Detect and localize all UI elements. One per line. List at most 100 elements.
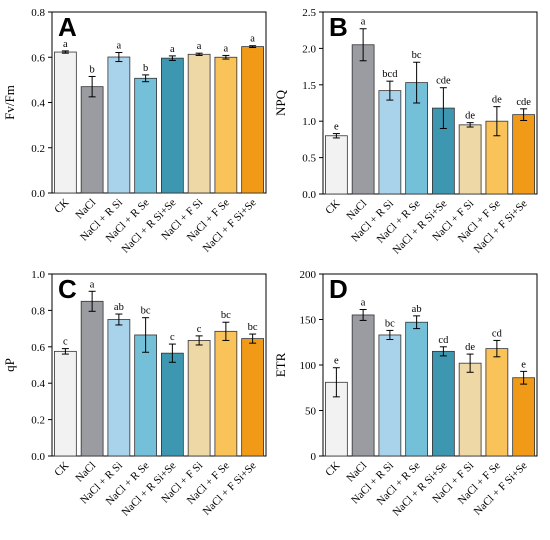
y-tick-label: 0.8 — [31, 305, 45, 317]
bar — [241, 338, 264, 457]
y-axis-label: NPQ — [273, 89, 288, 116]
y-axis-label: Fv/Fm — [2, 85, 17, 120]
panel-letter: B — [329, 12, 348, 42]
bar — [378, 90, 402, 195]
axes-frame — [51, 273, 267, 457]
significance-letter: bc — [385, 318, 395, 329]
y-tick-label: 0.4 — [31, 98, 45, 110]
significance-letter: bcd — [382, 69, 398, 80]
bar — [161, 57, 184, 194]
bar — [512, 377, 535, 457]
bar — [161, 352, 184, 457]
y-tick-label: 150 — [300, 315, 317, 327]
bar — [80, 300, 104, 457]
y-tick-label: 100 — [300, 360, 317, 372]
significance-letter: bc — [412, 50, 422, 61]
bar — [432, 350, 455, 457]
bar — [107, 319, 131, 457]
significance-letter: e — [334, 122, 339, 133]
significance-letter: bc — [141, 306, 151, 317]
bar — [187, 340, 211, 457]
y-tick-label: 0.2 — [31, 143, 45, 155]
significance-letter: a — [197, 41, 202, 52]
y-tick-label: 0.0 — [31, 188, 45, 200]
bar — [54, 51, 77, 194]
panel-letter: C — [58, 274, 77, 304]
y-tick-label: 2.0 — [302, 43, 316, 55]
bar — [54, 350, 77, 457]
significance-letter: ab — [114, 302, 124, 313]
bar — [485, 348, 509, 457]
bar — [80, 86, 104, 194]
bar — [512, 114, 535, 195]
significance-letter: ab — [412, 304, 422, 315]
category-label: CK — [52, 460, 71, 479]
significance-letter: a — [361, 17, 366, 28]
y-tick-label: 0.6 — [31, 342, 45, 354]
significance-letter: cd — [492, 328, 503, 339]
axes-frame — [322, 11, 538, 195]
category-label: CK — [323, 198, 342, 217]
y-tick-label: 0.5 — [302, 153, 316, 165]
category-label: CK — [52, 197, 71, 216]
y-tick-label: 1.0 — [302, 116, 316, 128]
y-tick-label: 0.0 — [31, 451, 45, 463]
significance-letter: c — [63, 337, 68, 348]
y-tick-label: 1.5 — [302, 80, 316, 92]
significance-letter: a — [170, 44, 175, 55]
y-tick-label: 0.8 — [31, 7, 45, 19]
significance-letter: e — [334, 356, 339, 367]
significance-letter: bc — [221, 310, 231, 321]
bar — [214, 330, 238, 457]
y-tick-label: 50 — [305, 406, 317, 418]
bar — [134, 334, 157, 457]
significance-letter: de — [465, 111, 475, 122]
y-axis-label: qP — [2, 358, 17, 372]
significance-letter: c — [197, 324, 202, 335]
y-axis-label: ETR — [273, 352, 288, 377]
significance-letter: e — [521, 359, 526, 370]
significance-letter: b — [90, 64, 95, 75]
significance-letter: cde — [516, 97, 531, 108]
bar — [325, 135, 348, 195]
significance-letter: a — [224, 43, 229, 54]
y-tick-label: 2.5 — [302, 7, 316, 19]
significance-letter: cd — [438, 335, 449, 346]
significance-letter: c — [170, 332, 175, 343]
bar — [378, 334, 402, 457]
bar — [134, 77, 157, 194]
category-label: CK — [323, 460, 342, 479]
significance-letter: bc — [248, 322, 258, 333]
bar — [458, 362, 482, 457]
significance-letter: cde — [436, 76, 451, 87]
significance-letter: a — [250, 34, 255, 45]
bar — [214, 56, 238, 194]
significance-letter: b — [143, 63, 148, 74]
panel-letter: D — [329, 274, 348, 304]
bar — [405, 321, 428, 457]
y-tick-label: 0.6 — [31, 52, 45, 64]
y-tick-label: 1.0 — [31, 269, 45, 281]
y-tick-label: 0.0 — [302, 189, 316, 201]
bar — [458, 124, 482, 195]
significance-letter: a — [117, 40, 122, 51]
significance-letter: de — [465, 342, 475, 353]
bar — [107, 56, 131, 194]
y-tick-label: 0 — [311, 451, 317, 463]
y-tick-label: 0.2 — [31, 415, 45, 427]
bar — [241, 46, 264, 194]
y-tick-label: 200 — [300, 269, 317, 281]
significance-letter: a — [90, 279, 95, 290]
bar — [351, 314, 375, 457]
bar — [351, 44, 375, 195]
panel-letter: A — [58, 12, 77, 42]
bar — [187, 53, 211, 194]
y-tick-label: 0.4 — [31, 378, 45, 390]
significance-letter: a — [63, 39, 68, 50]
significance-letter: de — [492, 95, 502, 106]
